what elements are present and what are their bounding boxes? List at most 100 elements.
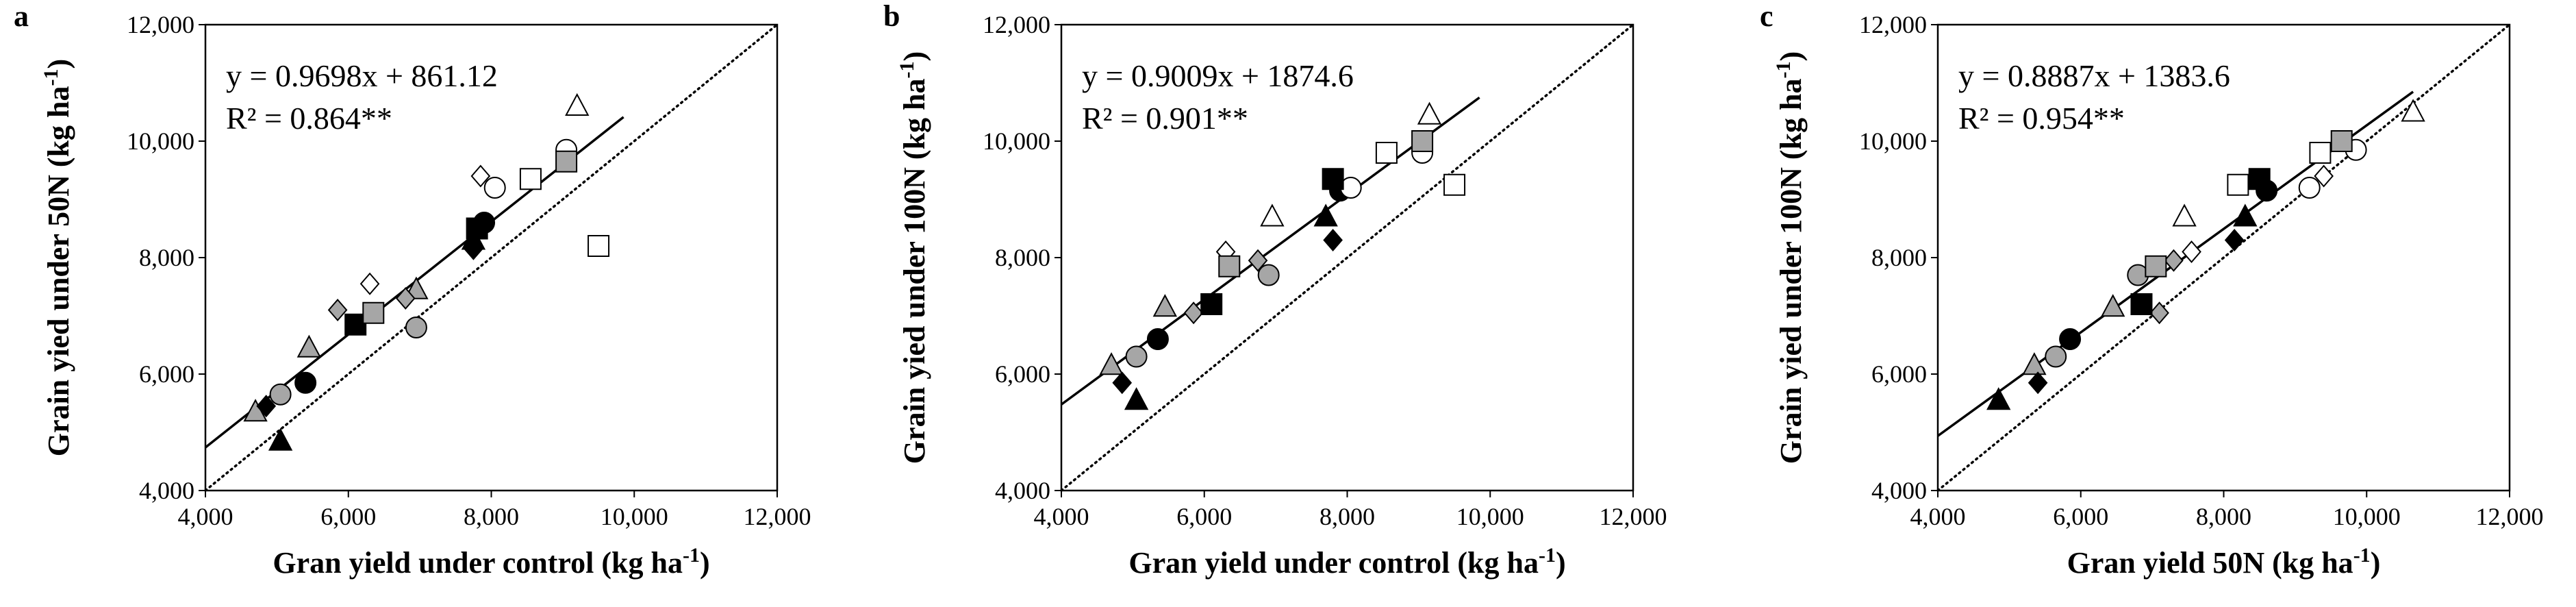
data-point-square (2309, 142, 2332, 164)
x-axis-label: Gran yield under control (kg ha-1) (1128, 544, 1565, 580)
panel-letter: b (883, 0, 900, 33)
y-tick-label: 12,000 (983, 11, 1050, 38)
data-point-square (1443, 173, 1466, 196)
x-axis-label: Gran yield under control (kg ha-1) (273, 544, 709, 580)
y-axis-label-close: ) (898, 51, 931, 62)
panel-letter: c (1760, 0, 1773, 33)
x-axis-label-close: ) (700, 546, 710, 580)
data-point-square (1411, 130, 1434, 152)
x-tick-label: 10,000 (601, 503, 668, 530)
y-tick-label: 10,000 (1859, 127, 1927, 155)
y-tick-label: 4,000 (1871, 477, 1927, 504)
r-squared: R² = 0.954** (1958, 101, 2125, 136)
one-to-one-line (1060, 23, 1634, 492)
data-point-triangle (2401, 99, 2425, 122)
x-tick-label: 4,000 (1034, 503, 1089, 530)
x-tick-label: 12,000 (2476, 503, 2544, 530)
x-tick-label: 8,000 (464, 503, 519, 530)
data-point-square (555, 150, 578, 173)
y-tick-label: 8,000 (995, 244, 1050, 271)
data-point-circle (269, 383, 292, 406)
y-tick-label: 6,000 (995, 360, 1050, 388)
data-point-diamond (1248, 249, 1268, 272)
y-axis-label: Grain yied under 100N (kg ha-1) (1772, 51, 1808, 464)
x-tick-label: 12,000 (1600, 503, 1667, 530)
y-axis-label-close: ) (1774, 51, 1808, 62)
data-point-triangle (2022, 352, 2047, 375)
y-tick-label: 10,000 (983, 127, 1050, 155)
data-point-square (2248, 168, 2271, 190)
data-point-triangle (1986, 387, 2011, 410)
data-point-diamond (1112, 371, 1133, 395)
regression-equation: y = 0.9698x + 861.12 (226, 58, 498, 93)
data-point-circle (1125, 345, 1148, 368)
data-point-triangle (1313, 203, 1338, 227)
data-point-diamond (2164, 249, 2184, 272)
data-point-square (588, 235, 610, 257)
data-point-diamond (2314, 164, 2334, 188)
panel-letter: a (14, 0, 29, 33)
y-axis-label-main: Grain yied under 100N (kg ha (898, 78, 931, 464)
y-axis-label-main: Grain yied under 50N (kg ha (42, 86, 75, 456)
x-axis-label-unit-exponent: -1 (683, 544, 700, 567)
data-point-diamond (2028, 371, 2048, 395)
data-point-circle (405, 317, 427, 338)
x-tick-label: 10,000 (2333, 503, 2401, 530)
x-axis-label: Gran yield 50N (kg ha-1) (2067, 544, 2381, 580)
data-point-diamond (256, 395, 277, 418)
y-tick-label: 8,000 (1871, 244, 1927, 271)
y-axis-label-main: Grain yied under 100N (kg ha (1774, 78, 1808, 464)
y-tick-label: 12,000 (1859, 11, 1927, 38)
panel-a: a 4,000 6,000 8,000 10,000 12,000 4,000 6,000 8,… (14, 0, 811, 580)
regression-equation: y = 0.8887x + 1383.6 (1958, 58, 2230, 93)
data-point-circle (483, 177, 506, 199)
y-axis-label: Grain yied under 100N (kg ha-1) (896, 51, 932, 464)
y-tick-label: 6,000 (139, 360, 194, 388)
x-axis-label-main: Gran yield under control (kg ha (1128, 546, 1539, 580)
x-tick-label: 6,000 (2053, 503, 2108, 530)
data-point-square (1200, 293, 1223, 315)
data-point-circle (2298, 177, 2321, 199)
data-point-triangle (2172, 203, 2197, 227)
one-to-one-line (204, 23, 779, 492)
y-axis-label-unit-exponent: -1 (40, 69, 62, 86)
x-axis-label-main: Gran yield 50N (kg ha (2067, 546, 2353, 580)
y-tick-label: 10,000 (127, 127, 194, 155)
data-point-square (2227, 173, 2249, 196)
y-axis-label-unit-exponent: -1 (1772, 61, 1795, 78)
data-point-square (1322, 168, 1344, 190)
panel-c: c 4,000 6,000 8,000 10,000 12,000 4,000 6,000 8,… (1760, 0, 2544, 580)
data-point-circle (2059, 328, 2082, 350)
data-point-diamond (2224, 228, 2245, 252)
data-point-square (344, 313, 367, 336)
data-point-square (2145, 255, 2167, 277)
data-point-diamond (1323, 228, 1343, 252)
data-point-diamond (464, 237, 483, 260)
data-point-triangle (1417, 101, 1442, 125)
data-point-diamond (1183, 301, 1204, 325)
x-tick-label: 10,000 (1456, 503, 1524, 530)
data-point-triangle (1099, 352, 1124, 375)
y-tick-label: 12,000 (127, 11, 194, 38)
x-tick-label: 6,000 (320, 503, 376, 530)
x-axis-label-close: ) (2371, 546, 2381, 580)
data-point-circle (294, 371, 317, 394)
x-tick-label: 8,000 (1319, 503, 1375, 530)
one-to-one-line (1936, 23, 2511, 492)
y-axis-label-unit-exponent: -1 (896, 61, 918, 78)
data-point-square (2130, 293, 2153, 315)
x-axis-label-close: ) (1556, 546, 1566, 580)
data-point-square (2330, 130, 2353, 152)
y-tick-label: 4,000 (139, 477, 194, 504)
y-axis-label: Grain yied under 50N (kg ha-1) (40, 59, 76, 456)
data-point-triangle (268, 428, 293, 451)
data-point-diamond (395, 286, 416, 310)
panel-b: b 4,000 6,000 8,000 10,000 12,000 4,000 6,000 8,… (883, 0, 1667, 580)
data-point-triangle (2101, 294, 2125, 317)
data-point-square (519, 168, 542, 190)
x-tick-label: 8,000 (2196, 503, 2251, 530)
data-point-diamond (359, 272, 380, 295)
x-axis-label-main: Gran yield under control (kg ha (273, 546, 683, 580)
data-point-diamond (327, 298, 348, 322)
